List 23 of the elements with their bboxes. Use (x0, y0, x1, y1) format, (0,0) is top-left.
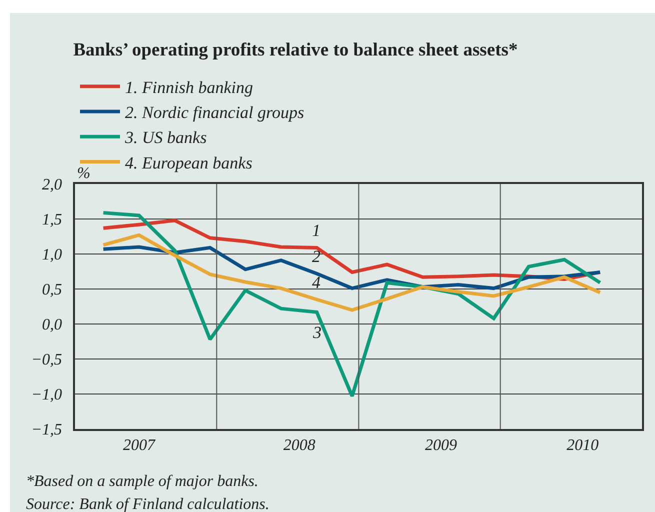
annotation: 4 (312, 273, 321, 292)
text: *Based on a sample of major banks. (26, 473, 258, 490)
annotation: 3 (312, 323, 322, 342)
y-axis-title: % (77, 165, 90, 182)
x-tick-label: 2007 (123, 436, 156, 454)
y-tick-label: 1,0 (42, 246, 62, 264)
legend-label: 2. Nordic financial groups (125, 103, 305, 122)
line-series (102, 210, 602, 398)
y-tick-label: −1,0 (31, 386, 62, 404)
legend-label: 1. Finnish banking (125, 78, 253, 98)
legend-label: 3. US banks (124, 128, 208, 148)
y-tick-label: 0,5 (42, 282, 62, 299)
annotation: 1 (312, 221, 320, 240)
x-tick-label: 2008 (283, 436, 316, 454)
y-tick-label: 0,0 (42, 316, 62, 334)
y-tick-label: 1,5 (42, 212, 62, 229)
chart-title: Banks’ operating profits relative to balance sheet assets* (73, 40, 518, 60)
legend-label: 4. European banks (125, 153, 253, 172)
y-tick-label: 2,0 (42, 176, 62, 194)
x-tick-label: 2010 (566, 436, 599, 454)
y-tick-label: −1,5 (31, 422, 62, 439)
y-tick-label: −0,5 (31, 352, 62, 369)
x-tick-label: 2009 (424, 436, 457, 454)
